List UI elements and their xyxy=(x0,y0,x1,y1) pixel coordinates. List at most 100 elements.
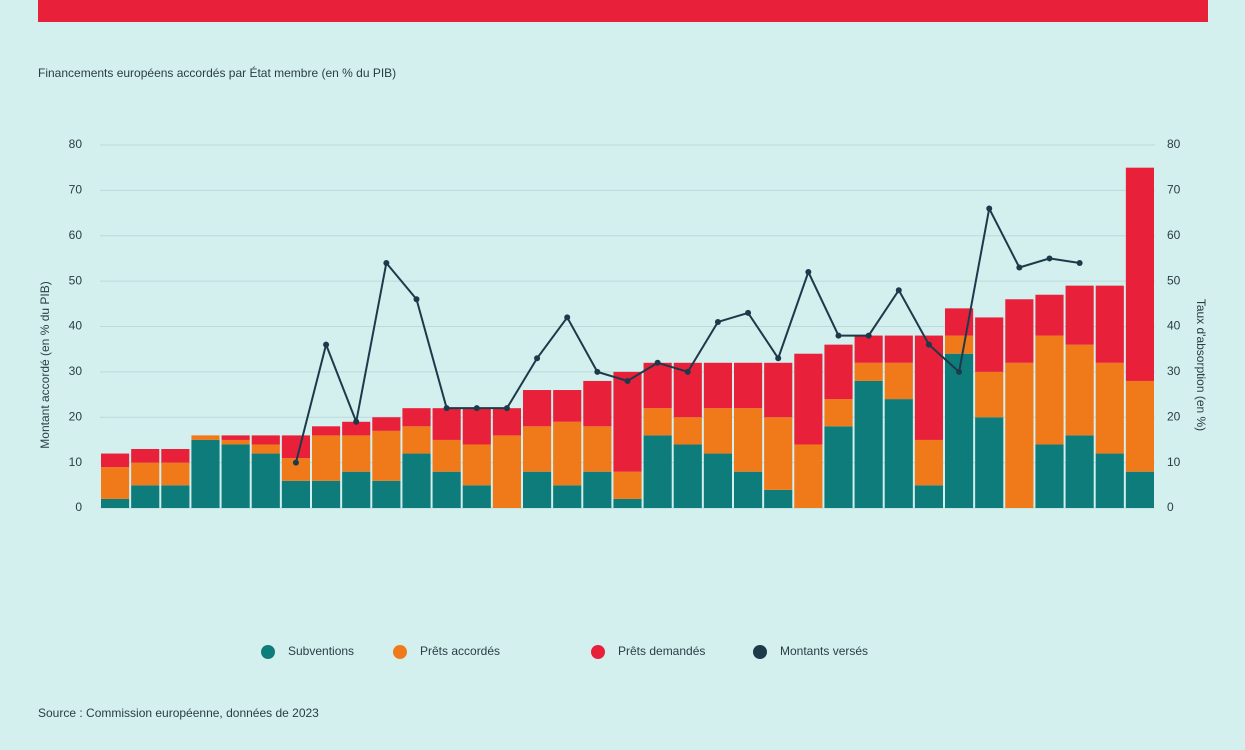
line-point xyxy=(292,459,299,466)
line-point xyxy=(714,318,721,325)
bar-segment xyxy=(131,449,160,463)
bar-segment xyxy=(673,417,702,445)
bar-segment xyxy=(432,471,461,508)
bar-segment xyxy=(1065,435,1094,508)
bar-segment xyxy=(1095,285,1124,363)
bar-segment xyxy=(312,435,341,481)
line-point xyxy=(594,368,601,375)
legend-label: Montants versés xyxy=(780,644,868,658)
legend-swatch xyxy=(753,645,767,659)
bar-segment xyxy=(402,453,431,508)
bar-segment xyxy=(251,435,280,445)
line-point xyxy=(1016,264,1023,271)
bar-segment xyxy=(1095,362,1124,454)
bar-segment xyxy=(1125,167,1154,381)
bar-segment xyxy=(1035,335,1064,445)
bar-segment xyxy=(643,408,672,436)
legend-swatch xyxy=(591,645,605,659)
bar-segment xyxy=(1065,344,1094,436)
bar-segment xyxy=(1125,380,1154,472)
line-point xyxy=(925,341,932,348)
bar-segment xyxy=(342,435,371,472)
bar-segment xyxy=(161,449,190,463)
bar-segment xyxy=(824,426,853,508)
bar-segment xyxy=(884,335,913,363)
bar-segment xyxy=(553,421,582,486)
bar-segment xyxy=(372,417,401,431)
line-point xyxy=(956,368,963,375)
bar-segment xyxy=(914,439,943,486)
bar-segment xyxy=(191,439,220,508)
line-point xyxy=(1046,255,1053,262)
bar-segment xyxy=(734,471,763,508)
bar-segment xyxy=(734,362,763,409)
bar-segment xyxy=(131,462,160,486)
bar-segment xyxy=(432,439,461,472)
line-point xyxy=(745,309,752,316)
line-point xyxy=(986,205,993,212)
bar-segment xyxy=(161,462,190,486)
bar-segment xyxy=(101,453,130,468)
bar-segment xyxy=(975,317,1004,372)
line-point xyxy=(353,418,360,425)
bar-segment xyxy=(342,471,371,508)
bar-segment xyxy=(402,408,431,427)
bar-segment xyxy=(492,408,521,436)
bar-segment xyxy=(432,408,461,440)
y2-tick-label: 40 xyxy=(1167,319,1181,333)
line-point xyxy=(564,314,571,321)
bar-segment xyxy=(523,471,552,508)
line-point xyxy=(534,355,541,362)
bar-segment xyxy=(945,353,974,508)
bar-segment xyxy=(281,435,310,459)
source-note: Source : Commission européenne, données … xyxy=(38,706,319,720)
y2-tick-label: 20 xyxy=(1167,409,1181,423)
line-point xyxy=(1076,259,1083,266)
bar-segment xyxy=(673,444,702,508)
bar-segment xyxy=(794,444,823,508)
bar-segment xyxy=(221,435,250,440)
bar-segment xyxy=(312,426,341,436)
bar-segment xyxy=(131,485,160,508)
y2-axis-title: Taux d'absorption (en %) xyxy=(1194,299,1208,431)
line-point xyxy=(835,332,842,339)
y2-tick-label: 80 xyxy=(1167,137,1181,151)
bar-segment xyxy=(251,453,280,508)
bar-segment xyxy=(251,444,280,454)
line-point xyxy=(654,359,661,366)
y-axis-title: Montant accordé (en % du PIB) xyxy=(38,281,52,448)
y-tick-label: 30 xyxy=(69,364,83,378)
line-point xyxy=(443,405,450,412)
bar-segment xyxy=(462,444,491,486)
line-point xyxy=(805,269,812,276)
bar-segment xyxy=(643,362,672,409)
bar-segment xyxy=(734,408,763,472)
bar-segment xyxy=(764,362,793,418)
bar-segment xyxy=(884,399,913,508)
bar-segment xyxy=(914,485,943,508)
y2-tick-label: 10 xyxy=(1167,455,1181,469)
y-tick-label: 20 xyxy=(69,409,83,423)
line-point xyxy=(413,296,420,303)
bar-segment xyxy=(975,371,1004,418)
bar-segment xyxy=(643,435,672,508)
bar-segment xyxy=(764,417,793,490)
bar-segment xyxy=(613,471,642,499)
y2-tick-label: 30 xyxy=(1167,364,1181,378)
bar-segment xyxy=(975,417,1004,508)
bar-segment xyxy=(703,453,732,508)
bar-segment xyxy=(854,335,883,363)
y-tick-label: 50 xyxy=(69,273,83,287)
y2-tick-label: 0 xyxy=(1167,500,1174,514)
line-point xyxy=(684,368,691,375)
legend-label: Prêts accordés xyxy=(420,644,500,658)
y-tick-label: 70 xyxy=(69,183,83,197)
legend-label: Prêts demandés xyxy=(618,644,705,658)
y-tick-label: 10 xyxy=(69,455,83,469)
line-point xyxy=(624,377,631,384)
bar-segment xyxy=(462,485,491,508)
y2-tick-label: 60 xyxy=(1167,228,1181,242)
chart-title: Financements européens accordés par État… xyxy=(38,65,396,80)
bar-segment xyxy=(101,467,130,499)
bar-segment xyxy=(884,362,913,400)
